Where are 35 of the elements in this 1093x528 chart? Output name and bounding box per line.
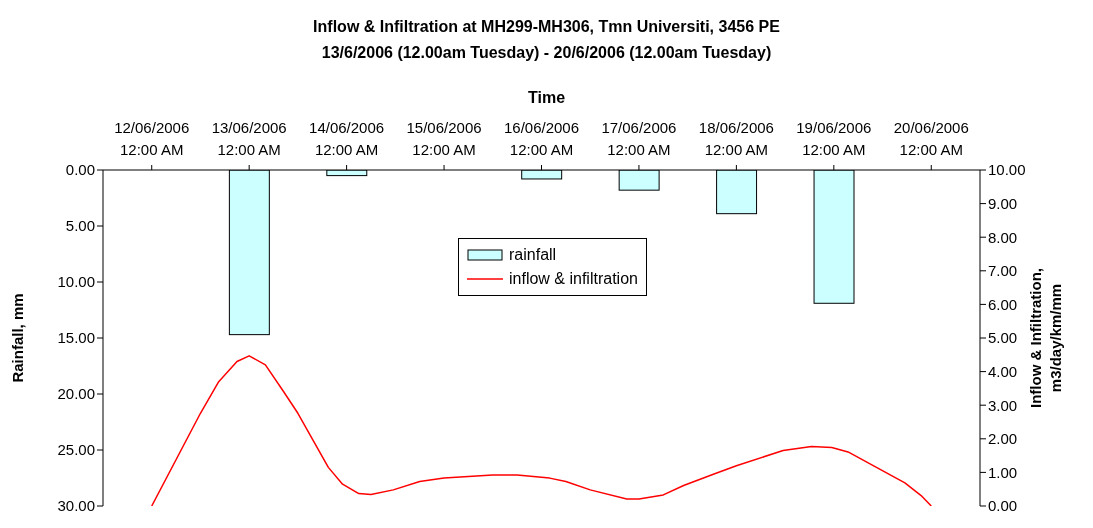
x-tick-label: 16/06/2006 12:00 AM [503, 119, 580, 158]
y-tick-label: 30.00 [57, 497, 95, 515]
y-tick-label: 25.00 [57, 441, 95, 459]
x-tick-label: 13/06/2006 12:00 AM [211, 119, 287, 158]
x-tick-label: 18/06/2006 12:00 AM [698, 119, 774, 158]
y2-tick-label: 0.00 [988, 497, 1018, 515]
y2-tick-label: 6.00 [988, 295, 1018, 313]
x-tick-label: 15/06/2006 12:00 AM [406, 119, 482, 158]
chart-title: Inflow & Infiltration at MH299-MH306, Tmn Universiti, 3456 PE [312, 17, 781, 37]
x-tick-label: 20/06/2006 12:00 AM [893, 119, 969, 158]
y-tick-label: 0.00 [65, 161, 95, 179]
y2-tick-label: 2.00 [988, 430, 1018, 448]
y-axis-title: Rainfall, mm [9, 293, 27, 383]
y-tick-label: 10.00 [57, 273, 95, 291]
y-tick-label: 20.00 [57, 385, 95, 403]
y2-tick-label: 8.00 [988, 228, 1018, 246]
y2-tick-label: 3.00 [988, 396, 1018, 414]
line-series [150, 355, 933, 506]
legend-label: inflow & infiltration [509, 269, 638, 289]
x-tick-label: 12/06/2006 12:00 AM [114, 119, 190, 158]
x-axis-title: Time [526, 88, 567, 108]
y2-tick-label: 9.00 [988, 194, 1018, 212]
y2-tick-label: 1.00 [988, 463, 1018, 481]
y2-tick-label: 5.00 [988, 329, 1018, 347]
chart-subtitle: 13/6/2006 (12.00am Tuesday) - 20/6/2006 (12.00am Tuesday) [320, 43, 773, 63]
y2-tick-label: 4.00 [988, 362, 1018, 380]
x-tick-label: 19/06/2006 12:00 AM [796, 119, 872, 158]
y-tick-label: 5.00 [65, 217, 95, 235]
y-tick-label: 15.00 [57, 329, 95, 347]
y2-axis-title: Inflow & Infiltration, m3/day/km/mm [1027, 268, 1064, 408]
y2-tick-label: 7.00 [988, 262, 1018, 280]
x-tick-label: 14/06/2006 12:00 AM [309, 119, 385, 158]
y2-tick-label: 10.00 [988, 161, 1026, 179]
x-tick-label: 17/06/2006 12:00 AM [601, 119, 677, 158]
legend-label: rainfall [509, 245, 557, 265]
